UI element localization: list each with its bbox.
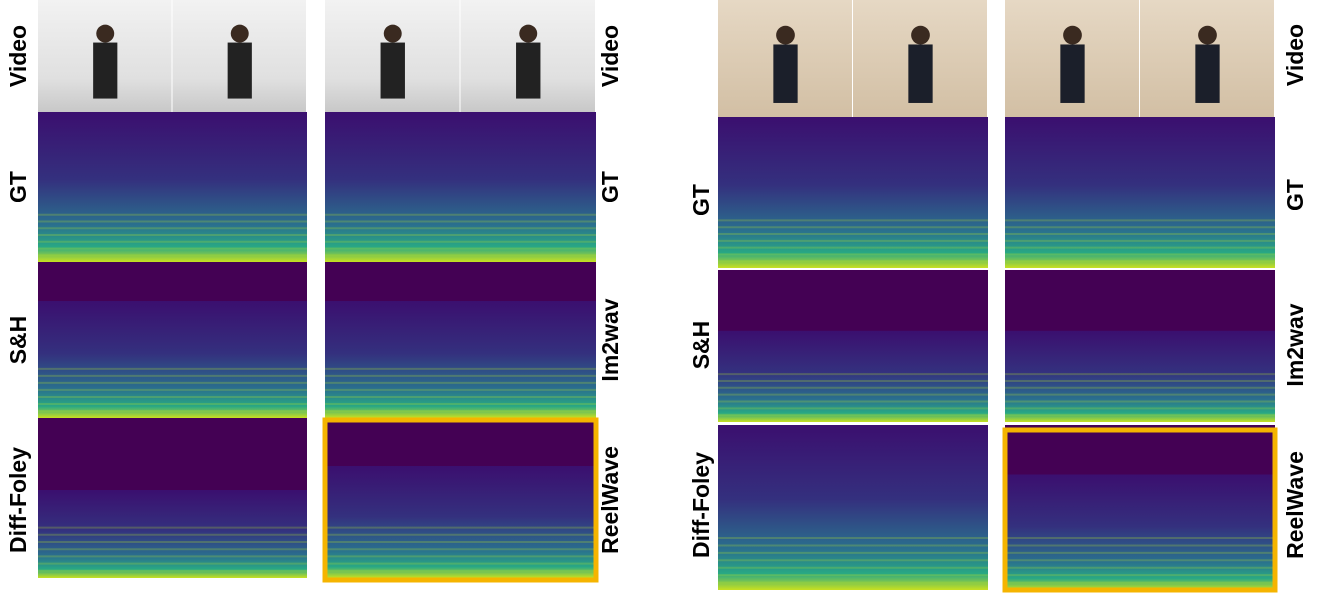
person-body — [93, 42, 118, 99]
person-body — [773, 44, 798, 103]
person-head — [776, 25, 795, 45]
row-label: GT — [688, 184, 714, 216]
spectrogram — [1005, 330, 1275, 422]
row-label: S&H — [5, 316, 31, 365]
person-head — [383, 24, 402, 43]
person-head — [230, 24, 249, 43]
person-head — [911, 25, 930, 45]
spectrogram — [1005, 117, 1275, 268]
spectrogram — [1005, 474, 1275, 590]
spectrogram — [325, 112, 596, 262]
person-head — [519, 24, 538, 43]
person-body — [908, 44, 933, 103]
person-head — [1198, 25, 1217, 45]
person-body — [227, 42, 252, 99]
person-head — [96, 24, 115, 43]
row-label: GT — [597, 171, 623, 203]
labels: Video GT S&H Diff-Foley Video GT Im2wav ReelWav… — [5, 24, 1308, 559]
spectrogram — [38, 112, 307, 262]
person-body — [380, 42, 405, 99]
spectrogram — [718, 425, 988, 590]
row-label: Diff-Foley — [688, 452, 714, 558]
spectrogram — [325, 301, 596, 418]
spectrogram — [718, 330, 988, 422]
highlight-box — [1002, 427, 1278, 593]
highlight-box — [322, 417, 599, 583]
person-body — [1060, 44, 1085, 103]
row-label: Diff-Foley — [5, 447, 31, 553]
row-label: ReelWave — [1282, 451, 1308, 559]
row-label: S&H — [688, 321, 714, 370]
spectrogram — [38, 301, 307, 418]
row-label: Im2wav — [597, 298, 623, 381]
person-head — [1063, 25, 1082, 45]
row-label: Video — [597, 25, 623, 87]
row-label: Im2wav — [1282, 303, 1308, 386]
row-label: Video — [5, 25, 31, 87]
images — [38, 0, 1278, 593]
row-label: Video — [1282, 24, 1308, 86]
row-label: GT — [1282, 179, 1308, 211]
row-label: ReelWave — [597, 446, 623, 554]
person-body — [1195, 44, 1220, 103]
person-body — [516, 42, 541, 99]
spectrogram — [325, 466, 596, 578]
spectrogram — [38, 490, 307, 578]
row-label: GT — [5, 171, 31, 203]
spectrogram — [718, 117, 988, 268]
